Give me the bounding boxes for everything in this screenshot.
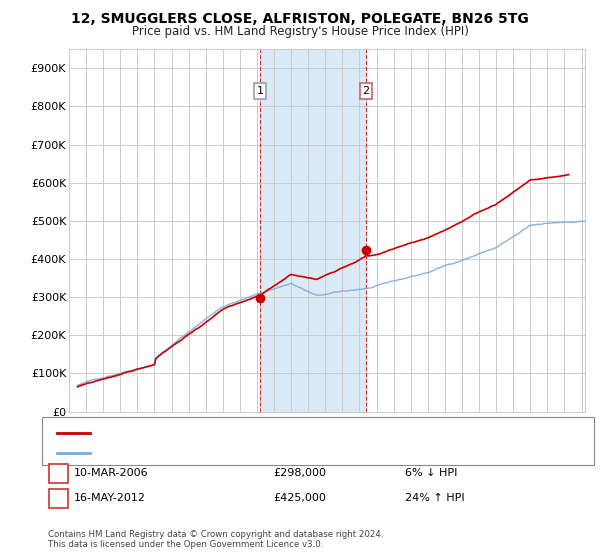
Text: 2: 2 bbox=[55, 492, 62, 505]
Text: 12, SMUGGLERS CLOSE, ALFRISTON, POLEGATE, BN26 5TG (detached house): 12, SMUGGLERS CLOSE, ALFRISTON, POLEGATE… bbox=[96, 428, 480, 437]
Text: Price paid vs. HM Land Registry's House Price Index (HPI): Price paid vs. HM Land Registry's House … bbox=[131, 25, 469, 38]
Text: 16-MAY-2012: 16-MAY-2012 bbox=[74, 493, 146, 503]
Text: Contains HM Land Registry data © Crown copyright and database right 2024.
This d: Contains HM Land Registry data © Crown c… bbox=[48, 530, 383, 549]
Text: 12, SMUGGLERS CLOSE, ALFRISTON, POLEGATE, BN26 5TG: 12, SMUGGLERS CLOSE, ALFRISTON, POLEGATE… bbox=[71, 12, 529, 26]
Text: 2: 2 bbox=[362, 86, 370, 96]
Text: £298,000: £298,000 bbox=[273, 468, 326, 478]
Text: HPI: Average price, detached house, Wealden: HPI: Average price, detached house, Weal… bbox=[96, 448, 323, 458]
Text: 6% ↓ HPI: 6% ↓ HPI bbox=[405, 468, 457, 478]
Text: 1: 1 bbox=[55, 466, 62, 480]
Text: £425,000: £425,000 bbox=[273, 493, 326, 503]
Bar bbox=[260, 49, 366, 412]
Text: 10-MAR-2006: 10-MAR-2006 bbox=[74, 468, 148, 478]
Text: 24% ↑ HPI: 24% ↑ HPI bbox=[405, 493, 464, 503]
Text: 1: 1 bbox=[257, 86, 263, 96]
